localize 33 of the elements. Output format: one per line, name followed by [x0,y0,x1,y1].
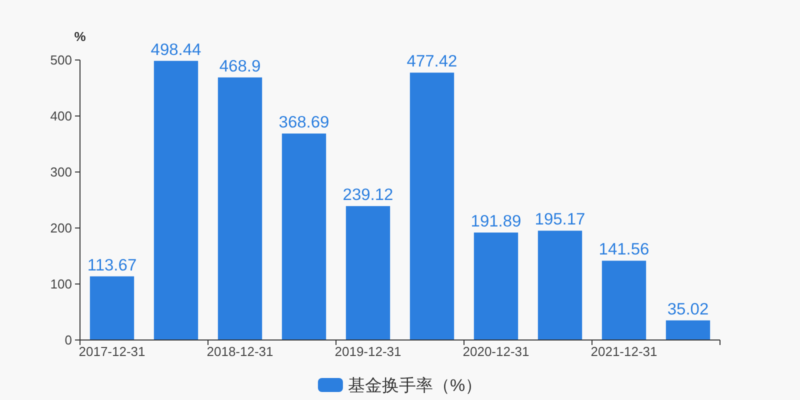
y-tick-label: 400 [50,108,72,124]
bar [154,60,198,340]
data-label: 195.17 [534,210,586,229]
data-label: 468.9 [219,57,261,76]
x-tick-label: 2019-12-31 [334,344,402,359]
y-tick-label: 200 [50,220,72,236]
bar [218,77,262,340]
bar [410,72,454,340]
data-label: 477.42 [406,52,458,71]
data-label: 141.56 [598,240,650,259]
data-label: 239.12 [342,186,394,204]
x-tick-label: 2018-12-31 [206,344,274,359]
x-tick-label: 2017-12-31 [78,344,146,359]
bar [346,206,390,340]
bar [282,134,326,340]
data-label: 35.02 [667,300,709,318]
bar [538,230,582,340]
y-tick-label: 500 [50,52,72,68]
bar [666,320,710,340]
data-label: 191.89 [470,212,522,231]
x-tick-label: 2021-12-31 [590,344,658,359]
data-label: 113.67 [87,256,137,274]
y-tick-label: 300 [50,164,72,180]
data-label: 368.69 [278,114,330,132]
data-label: 498.44 [150,40,202,59]
y-tick-label: 0 [64,332,72,348]
bar [474,232,518,340]
legend-label: 基金换手率（%） [348,376,482,395]
x-tick-label: 2020-12-31 [462,344,530,359]
y-tick-label: 100 [50,276,72,292]
bar [602,260,646,340]
y-axis-title: % [74,29,86,44]
bar [90,276,134,340]
